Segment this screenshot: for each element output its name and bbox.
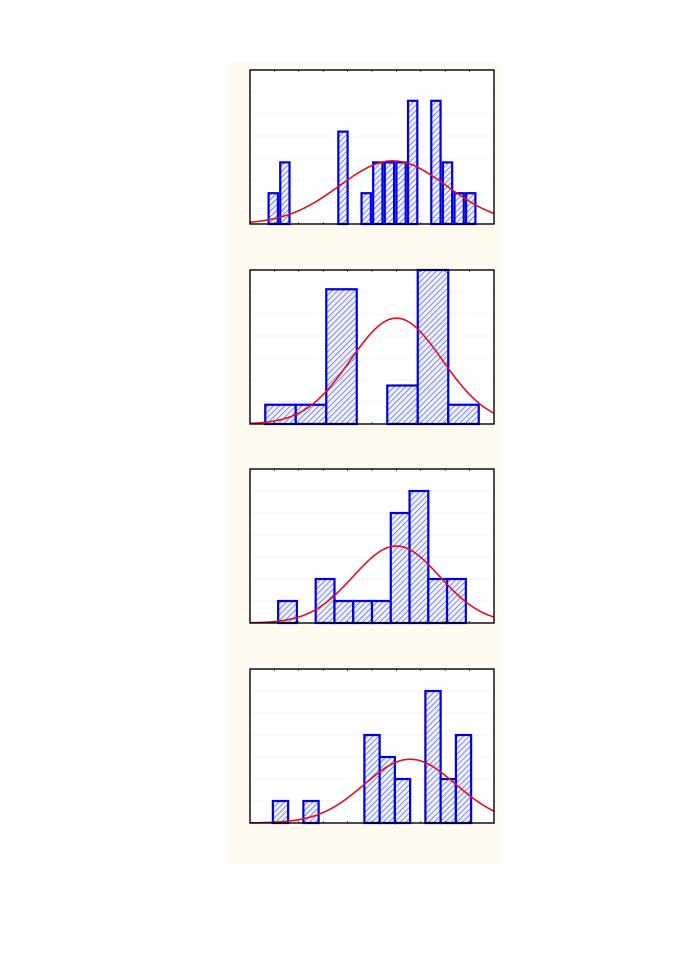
histogram-bar <box>370 599 392 625</box>
histogram-bar <box>465 192 477 226</box>
histogram-bar <box>333 599 355 625</box>
plot-area <box>250 70 494 224</box>
histogram-bar <box>337 130 349 226</box>
histogram-bar <box>406 99 419 226</box>
histogram-panel-4 <box>249 668 495 825</box>
histogram-bar <box>294 403 328 426</box>
normal-curve <box>249 317 495 425</box>
histogram-bar <box>372 161 384 226</box>
normal-curve <box>249 545 495 624</box>
histogram-bar <box>445 577 467 625</box>
histogram-bar <box>383 161 396 226</box>
histogram-bar <box>454 733 473 825</box>
plot-area <box>250 270 494 424</box>
histogram-bar <box>439 777 457 825</box>
histogram-bar <box>389 511 411 625</box>
histogram-panels <box>249 69 495 825</box>
histogram-bar <box>314 577 336 625</box>
histogram-panel-1 <box>249 69 495 226</box>
histogram-bar <box>360 192 372 226</box>
histogram-bar <box>363 733 381 825</box>
histogram-bar <box>393 777 412 825</box>
normal-curve <box>249 758 495 824</box>
histogram-bar <box>395 161 407 226</box>
histogram-bar <box>430 99 442 226</box>
histogram-bar <box>386 384 419 426</box>
histogram-bar <box>424 689 442 825</box>
histogram-panel-3 <box>249 468 495 625</box>
histogram-bar <box>352 599 374 625</box>
normal-curve <box>249 160 495 224</box>
histogram-bar <box>271 799 290 825</box>
histogram-bar <box>427 577 449 625</box>
histogram-bar <box>447 403 480 426</box>
histogram-bar <box>302 799 320 825</box>
histogram-panel-2 <box>249 268 495 426</box>
histogram-bar <box>441 161 454 226</box>
histogram-bar <box>325 288 358 426</box>
histogram-bar <box>408 489 430 625</box>
